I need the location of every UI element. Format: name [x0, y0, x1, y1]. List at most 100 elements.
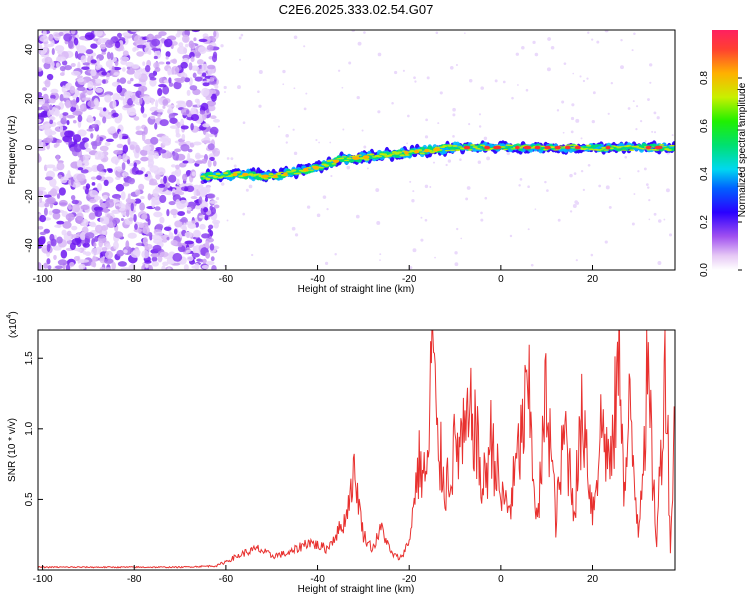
noise-blob [213, 118, 220, 123]
noise-blob [79, 231, 87, 241]
noise-dot [346, 165, 351, 170]
noise-blob [166, 191, 172, 196]
ridge-blob [396, 151, 403, 154]
noise-dot [651, 130, 654, 133]
noise-blob [132, 166, 137, 172]
noise-blob [197, 46, 207, 54]
noise-blob [120, 267, 131, 270]
noise-blob [127, 80, 132, 85]
snr-panel: -100 -80 -60 -40 -20 0 20 0.5 1.0 1.5 Height of … [6, 311, 676, 595]
noise-dot [563, 62, 567, 65]
noise-dot [341, 86, 344, 89]
noise-dot [633, 32, 636, 35]
noise-blob [180, 125, 189, 130]
spectrogram-y-tick-label: -40 [24, 238, 35, 253]
noise-dot [379, 259, 381, 261]
ridge-blob [646, 148, 652, 151]
noise-dot [238, 36, 242, 40]
noise-blob [166, 104, 175, 108]
noise-blob [112, 112, 119, 118]
noise-blob [42, 137, 53, 144]
noise-blob [144, 173, 148, 177]
noise-dot [454, 251, 458, 255]
noise-blob [113, 149, 123, 155]
noise-blob [55, 265, 63, 270]
ridge-peak [605, 145, 611, 150]
noise-blob [128, 264, 135, 270]
noise-dot [330, 174, 333, 178]
noise-blob [166, 236, 170, 241]
ridge-blob [626, 144, 632, 147]
noise-blob [178, 183, 186, 187]
noise-blob [188, 40, 195, 49]
noise-blob [169, 125, 179, 129]
noise-dot [624, 155, 628, 159]
colorbar-gradient [712, 30, 738, 270]
noise-dot [226, 157, 230, 160]
noise-blob [44, 176, 53, 181]
ridge-blob [613, 146, 619, 148]
ridge-blob [386, 154, 393, 157]
noise-blob [80, 169, 89, 174]
ridge-peak [242, 172, 249, 177]
noise-dot [292, 128, 295, 131]
noise-blob [127, 137, 131, 146]
noise-blob [152, 244, 162, 252]
noise-blob [125, 61, 134, 67]
noise-dot [494, 79, 498, 83]
ridge-peak [273, 174, 278, 178]
noise-blob [75, 96, 80, 103]
noise-blob [116, 84, 123, 94]
ridge-blob [618, 146, 624, 148]
ridge-peak [523, 145, 532, 150]
noise-dot [424, 135, 429, 139]
noise-blob [49, 104, 53, 111]
noise-blob [120, 217, 124, 222]
noise-dot [454, 262, 459, 267]
noise-dot [557, 218, 561, 222]
noise-dot [248, 184, 253, 189]
noise-blob [161, 239, 168, 243]
ridge-blob [553, 149, 559, 151]
ridge-blob [391, 151, 398, 154]
noise-blob [183, 264, 189, 270]
noise-blob [182, 160, 189, 164]
noise-blob [163, 226, 172, 231]
noise-blob [88, 222, 93, 226]
noise-dot [480, 218, 484, 222]
noise-blob [80, 104, 84, 111]
noise-blob [179, 218, 187, 223]
noise-blob [95, 209, 103, 218]
noise-blob [91, 141, 98, 150]
noise-blob [65, 213, 75, 221]
noise-blob [93, 38, 99, 42]
noise-blob [101, 51, 107, 55]
noise-dot [590, 253, 594, 257]
noise-blob [105, 138, 114, 142]
noise-blob [150, 136, 159, 145]
ridge-blob [659, 143, 665, 146]
snr-y-ticks: 0.5 1.0 1.5 [24, 351, 43, 506]
spectrogram-y-tick-label: 0 [24, 144, 35, 150]
noise-blob [133, 116, 140, 121]
noise-blob [64, 65, 72, 71]
noise-blob [195, 154, 205, 159]
noise-dot [647, 98, 650, 101]
noise-dot [570, 116, 575, 121]
noise-blob [58, 199, 68, 207]
noise-dot [620, 65, 624, 70]
ridge-blob [598, 149, 604, 151]
noise-blob [140, 149, 148, 156]
noise-blob [207, 80, 217, 85]
noise-dot [544, 180, 547, 184]
ridge-blob [308, 169, 314, 171]
noise-blob [148, 182, 159, 186]
noise-blob [165, 51, 171, 58]
noise-blob [70, 62, 76, 67]
noise-dot [632, 100, 635, 103]
noise-blob [170, 164, 176, 168]
ridge-blob [306, 166, 312, 169]
noise-blob [200, 259, 204, 263]
noise-blob [122, 182, 130, 187]
noise-blob [130, 30, 141, 33]
